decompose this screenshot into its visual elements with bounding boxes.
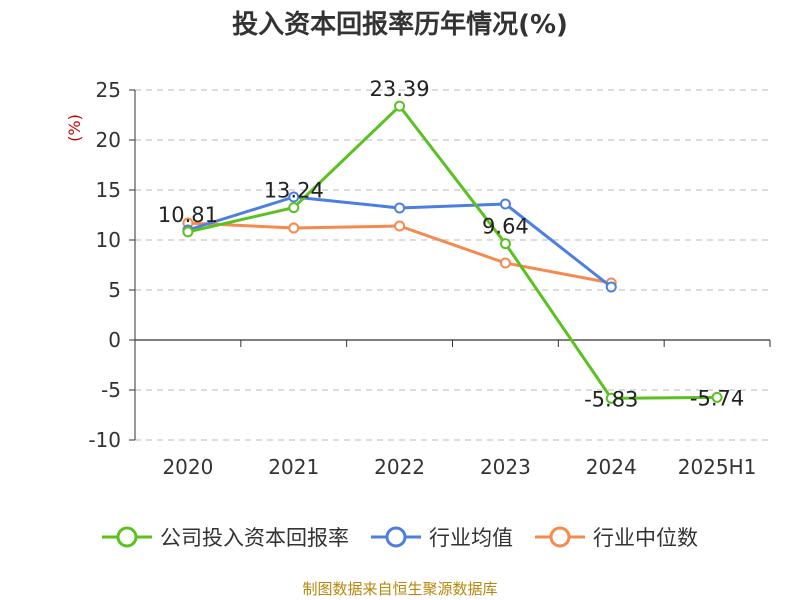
chart-title: 投入资本回报率历年情况(%) bbox=[232, 10, 568, 40]
data-point bbox=[711, 391, 723, 403]
data-point bbox=[182, 226, 194, 238]
data-point bbox=[394, 220, 406, 232]
legend-label-company: 公司投入资本回报率 bbox=[160, 526, 349, 550]
x-tick-label: 2020 bbox=[162, 455, 213, 479]
y-tick-label: -5 bbox=[101, 378, 121, 402]
x-tick-label: 2021 bbox=[268, 455, 319, 479]
data-point bbox=[394, 100, 406, 112]
legend-line-marker-icon bbox=[102, 526, 152, 548]
legend-line-marker-icon bbox=[535, 526, 585, 548]
series-line bbox=[187, 221, 612, 285]
legend-item-industry-median[interactable]: 行业中位数 bbox=[535, 522, 698, 552]
y-tick-label: 5 bbox=[108, 278, 121, 302]
y-tick-label: -10 bbox=[88, 428, 121, 452]
legend: 公司投入资本回报率 行业均值 行业中位数 bbox=[0, 520, 800, 554]
legend-item-company[interactable]: 公司投入资本回报率 bbox=[102, 522, 349, 552]
x-tick-label: 2023 bbox=[480, 455, 531, 479]
data-point bbox=[499, 257, 511, 269]
data-label: 9.64 bbox=[482, 215, 529, 239]
y-tick-label: 15 bbox=[96, 178, 121, 202]
series-line bbox=[187, 104, 718, 400]
data-point bbox=[394, 202, 406, 214]
y-tick-label: 25 bbox=[96, 78, 121, 102]
data-label: -5.83 bbox=[584, 387, 638, 411]
x-tick-label: 2024 bbox=[586, 455, 637, 479]
x-tick-label: 2022 bbox=[374, 455, 425, 479]
y-tick-label: 20 bbox=[96, 128, 121, 152]
y-axis-label: (%) bbox=[65, 114, 84, 142]
x-tick-label: 2025H1 bbox=[678, 455, 757, 479]
data-point bbox=[288, 222, 300, 234]
data-label: -5.74 bbox=[690, 386, 744, 410]
data-label: 13.24 bbox=[264, 179, 324, 203]
legend-line-marker-icon bbox=[371, 526, 421, 548]
data-label: 23.39 bbox=[370, 77, 430, 101]
y-tick-label: 10 bbox=[96, 228, 121, 252]
legend-item-industry-mean[interactable]: 行业均值 bbox=[371, 522, 513, 552]
y-tick-label: 0 bbox=[108, 328, 121, 352]
data-point bbox=[605, 392, 617, 404]
data-point bbox=[499, 198, 511, 210]
legend-label-industry-mean: 行业均值 bbox=[429, 526, 513, 550]
data-point bbox=[499, 238, 511, 250]
source-note: 制图数据来自恒生聚源数据库 bbox=[302, 580, 498, 598]
legend-label-industry-median: 行业中位数 bbox=[593, 526, 698, 550]
data-point bbox=[288, 191, 300, 203]
data-point bbox=[605, 281, 617, 293]
data-point bbox=[288, 202, 300, 214]
data-label: 10.81 bbox=[158, 203, 218, 227]
